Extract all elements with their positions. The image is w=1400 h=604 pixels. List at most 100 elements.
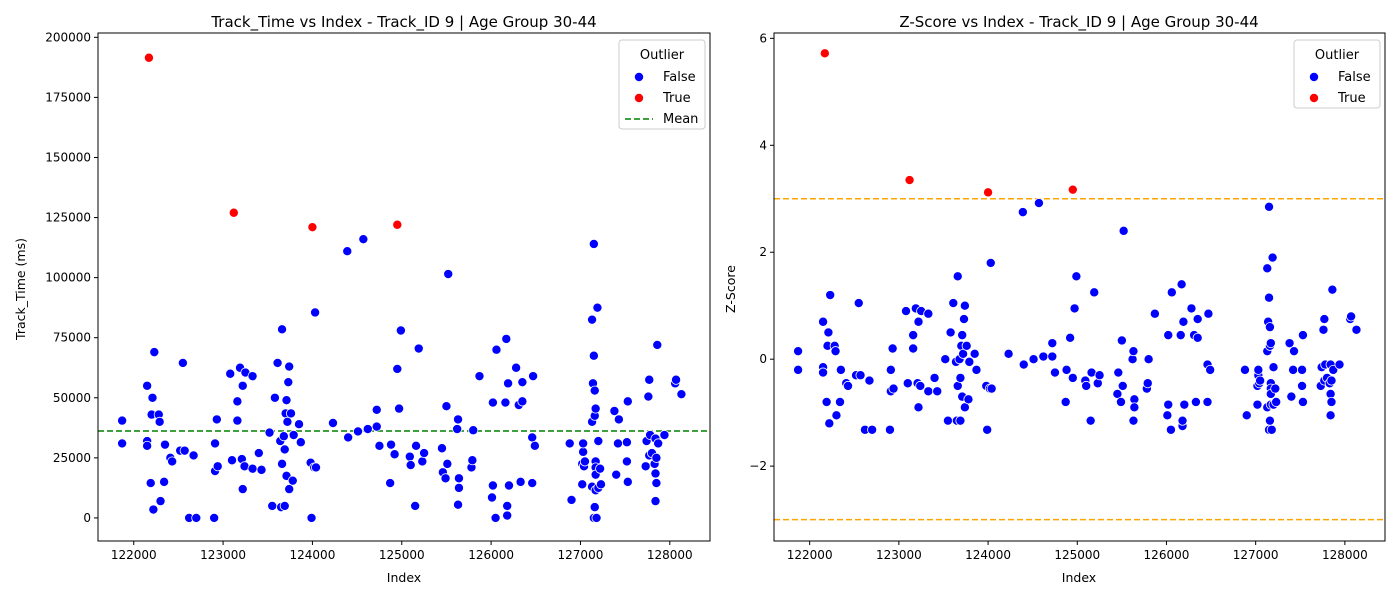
outlier-point	[819, 48, 830, 59]
legend-entry-label: True	[1337, 91, 1366, 106]
inlier-point	[1271, 396, 1282, 407]
inlier-point	[825, 290, 836, 301]
inlier-point	[443, 269, 454, 280]
inlier-point	[1018, 359, 1029, 370]
outlier-point	[904, 175, 915, 186]
inlier-point	[901, 306, 912, 317]
inlier-point	[232, 415, 243, 426]
inlier-point	[1351, 324, 1362, 335]
x-tick-label: 124000	[290, 548, 336, 562]
plot-frame	[773, 32, 1386, 542]
y-tick-label: 0	[759, 352, 767, 366]
inlier-point	[1129, 402, 1140, 413]
inlier-point	[1192, 332, 1203, 343]
inlier-point	[952, 271, 963, 282]
inlier-point	[285, 408, 296, 419]
inlier-point	[611, 469, 622, 480]
inlier-point	[835, 396, 846, 407]
inlier-point	[818, 367, 829, 378]
inlier-point	[277, 458, 288, 469]
inlier-point	[821, 396, 832, 407]
inlier-point	[622, 396, 633, 407]
inlier-point	[294, 419, 305, 430]
inlier-point	[490, 512, 501, 523]
outlier-point	[1067, 184, 1078, 195]
y-tick-label: 2	[759, 245, 767, 259]
inlier-point	[487, 492, 498, 503]
inlier-point	[1255, 375, 1266, 386]
inlier-point	[225, 368, 236, 379]
inlier-point	[831, 410, 842, 421]
inlier-point	[971, 364, 982, 375]
inlier-point	[955, 372, 966, 383]
inlier-point	[1192, 314, 1203, 325]
legend-entry-label: False	[1338, 70, 1371, 85]
inlier-point	[1163, 330, 1174, 341]
inlier-point	[1060, 396, 1071, 407]
inlier-point	[1268, 362, 1279, 373]
inlier-point	[986, 383, 997, 394]
inlier-point	[835, 364, 846, 375]
inlier-point	[117, 438, 128, 449]
inlier-point	[1116, 335, 1127, 346]
inlier-point	[1033, 198, 1044, 209]
inlier-point	[982, 424, 993, 435]
inlier-point	[1017, 207, 1028, 218]
inlier-point	[1205, 364, 1216, 375]
y-tick-label: 125000	[45, 211, 91, 225]
inlier-point	[288, 430, 299, 441]
inlier-point	[588, 238, 599, 249]
inlier-point	[148, 504, 159, 515]
inlier-point	[1113, 367, 1124, 378]
inlier-point	[1264, 415, 1275, 426]
inlier-point	[188, 450, 199, 461]
inlier-point	[487, 397, 498, 408]
legend-inlier-swatch	[1309, 72, 1320, 83]
inlier-point	[1175, 330, 1186, 341]
inlier-point	[404, 451, 415, 462]
inlier-point	[474, 371, 485, 382]
inlier-point	[913, 316, 924, 327]
legend-entry-label: Mean	[663, 112, 698, 127]
inlier-point	[793, 364, 804, 375]
legend-title: Outlier	[1315, 48, 1360, 63]
x-tick-label: 126000	[468, 548, 514, 562]
x-tick-label: 127000	[1233, 548, 1279, 562]
inlier-point	[295, 437, 306, 448]
inlier-point	[179, 445, 190, 456]
right-chart-title: Z-Score vs Index - Track_ID 9 | Age Grou…	[899, 13, 1258, 32]
legend-entry-label: False	[663, 70, 696, 85]
inlier-point	[1128, 346, 1139, 357]
y-tick-label: 100000	[45, 271, 91, 285]
inlier-point	[579, 456, 590, 467]
inlier-point	[1326, 375, 1337, 386]
inlier-point	[1049, 367, 1060, 378]
inlier-point	[1117, 380, 1128, 391]
inlier-point	[149, 347, 160, 358]
inlier-point	[932, 386, 943, 397]
inlier-point	[818, 316, 829, 327]
left-y-axis-label: Track_Time (ms)	[13, 238, 28, 341]
inlier-point	[117, 415, 128, 426]
inlier-point	[269, 392, 280, 403]
inlier-point	[1089, 287, 1100, 298]
inlier-point	[564, 438, 575, 449]
inlier-point	[282, 416, 293, 427]
inlier-point	[1326, 396, 1337, 407]
y-tick-label: 6	[759, 31, 767, 45]
inlier-point	[1047, 338, 1058, 349]
inlier-point	[1028, 354, 1039, 365]
inlier-point	[1092, 378, 1103, 389]
z-score-scatter-plot: Z-Score vs Index - Track_ID 9 | Age Grou…	[723, 13, 1386, 585]
inlier-point	[887, 343, 898, 354]
inlier-point	[392, 363, 403, 374]
inlier-point	[453, 414, 464, 425]
inlier-point	[342, 246, 353, 257]
legend-inlier-swatch	[634, 72, 645, 83]
inlier-point	[885, 364, 896, 375]
inlier-point	[1163, 399, 1174, 410]
inlier-point	[511, 362, 522, 373]
y-tick-label: 4	[759, 138, 767, 152]
inlier-point	[902, 378, 913, 389]
